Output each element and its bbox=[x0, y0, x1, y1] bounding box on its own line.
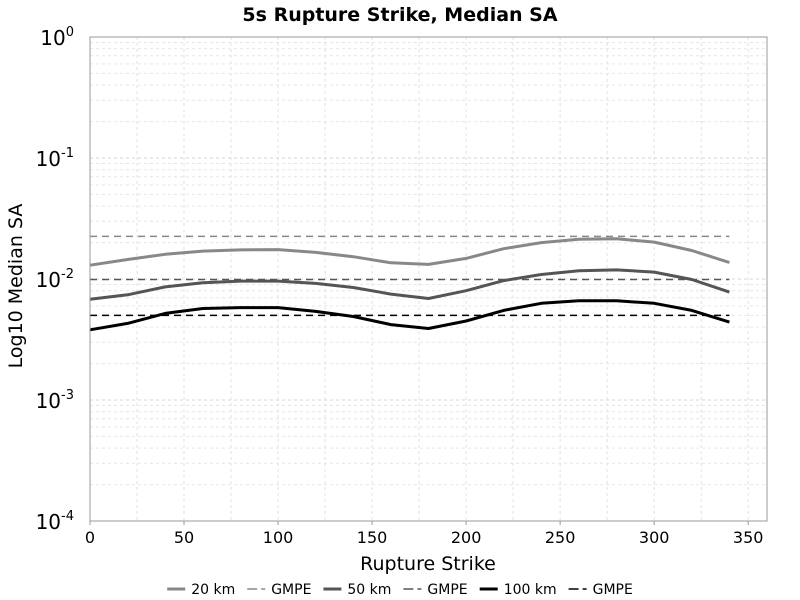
x-tick-label: 50 bbox=[174, 528, 194, 547]
x-axis-label: Rupture Strike bbox=[360, 553, 496, 575]
legend-label: GMPE bbox=[593, 582, 633, 598]
series-line-0 bbox=[89, 237, 730, 267]
chart-title: 5s Rupture Strike, Median SA bbox=[242, 4, 557, 26]
legend-label: 100 km bbox=[504, 582, 557, 598]
legend-item-0: 20 km bbox=[167, 582, 235, 598]
y-tick-label: 100 bbox=[40, 25, 74, 50]
plot-border bbox=[89, 36, 768, 522]
x-tick-label: 0 bbox=[85, 528, 95, 547]
series-layer bbox=[89, 235, 730, 332]
x-tick-label: 200 bbox=[451, 528, 482, 547]
x-tick-label: 300 bbox=[639, 528, 670, 547]
x-tick-label: 100 bbox=[263, 528, 294, 547]
legend-item-2: 50 km bbox=[323, 582, 391, 598]
legend: 20 km GMPE 50 km GMPE 100 km GMPE bbox=[167, 582, 633, 598]
legend-label: GMPE bbox=[271, 582, 311, 598]
y-axis-label: Log10 Median SA bbox=[5, 204, 27, 369]
y-tick-label: 10-1 bbox=[36, 146, 74, 171]
legend-item-4: 100 km bbox=[479, 582, 557, 598]
legend-label: 20 km bbox=[191, 582, 235, 598]
x-axis-ticks: 0 50 100 150 200 250 300 350 bbox=[85, 521, 764, 547]
legend-label: GMPE bbox=[427, 582, 467, 598]
legend-item-5: GMPE bbox=[568, 582, 633, 598]
legend-item-3: GMPE bbox=[403, 582, 468, 598]
x-tick-label: 250 bbox=[545, 528, 576, 547]
y-tick-label: 10-4 bbox=[36, 509, 74, 534]
x-tick-label: 350 bbox=[733, 528, 764, 547]
y-tick-label: 10-2 bbox=[36, 267, 74, 292]
y-axis-ticks: 10-4 10-3 10-2 10-1 100 bbox=[36, 25, 74, 534]
x-tick-label: 150 bbox=[357, 528, 388, 547]
legend-label: 50 km bbox=[347, 582, 391, 598]
y-tick-label: 10-3 bbox=[36, 388, 74, 413]
legend-item-1: GMPE bbox=[247, 582, 311, 598]
series-line-2 bbox=[89, 268, 730, 301]
series-line-4 bbox=[89, 299, 730, 332]
